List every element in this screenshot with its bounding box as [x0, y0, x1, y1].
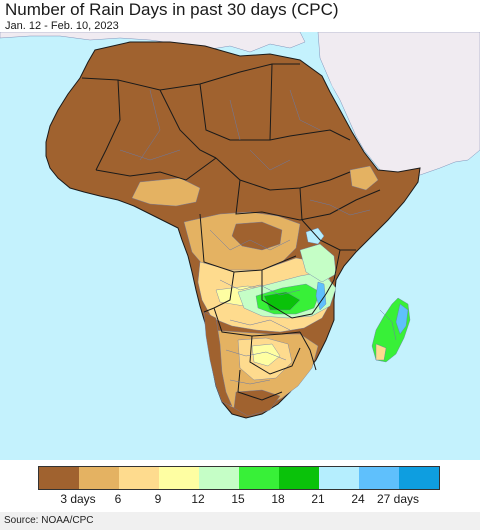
namibia-coast-dry — [203, 311, 233, 407]
source-text: Source: NOAA/CPC — [4, 515, 94, 526]
legend-swatch — [199, 467, 239, 489]
legend-tick-label: 24 — [351, 492, 365, 506]
tanzania-green — [299, 243, 337, 283]
map-title: Number of Rain Days in past 30 days (CPC… — [5, 0, 339, 19]
region-borders — [119, 89, 397, 385]
legend-color-bar — [38, 466, 440, 490]
source-footer: Source: NOAA/CPC — [0, 512, 480, 530]
legend-swatch — [39, 467, 79, 489]
legend-swatch — [359, 467, 399, 489]
legend-tick-label: 15 — [231, 492, 245, 506]
date-range: Jan. 12 - Feb. 10, 2023 — [5, 20, 119, 32]
south-coast-dry — [233, 389, 281, 417]
legend-swatch — [279, 467, 319, 489]
country-borders — [81, 63, 381, 401]
legend-swatch — [159, 467, 199, 489]
botswana-pale — [251, 343, 281, 367]
legend-tick-label: 12 — [191, 492, 205, 506]
legend-tick-label: 18 — [271, 492, 285, 506]
africa-map-svg — [0, 32, 480, 460]
ethiopia-tan — [349, 165, 379, 191]
lake-malawi — [315, 281, 327, 311]
legend-tick-label: 6 — [114, 492, 122, 506]
madagascar-east-wet — [395, 303, 409, 335]
legend-tick-label: 3 days — [60, 492, 96, 506]
legend-tick-label: 9 — [154, 492, 162, 506]
legend-tick-label: 27 days — [376, 492, 420, 506]
legend-swatch — [239, 467, 279, 489]
legend-swatch — [119, 467, 159, 489]
legend-swatch — [399, 467, 439, 489]
legend-swatch — [79, 467, 119, 489]
legend-tick-label: 21 — [311, 492, 325, 506]
rain-days-map — [0, 32, 480, 460]
legend: 3 days 6 9 12 15 18 21 24 27 days — [0, 460, 480, 512]
dark-green-spot — [263, 291, 301, 311]
madagascar-south — [375, 343, 387, 361]
legend-swatch — [319, 467, 359, 489]
